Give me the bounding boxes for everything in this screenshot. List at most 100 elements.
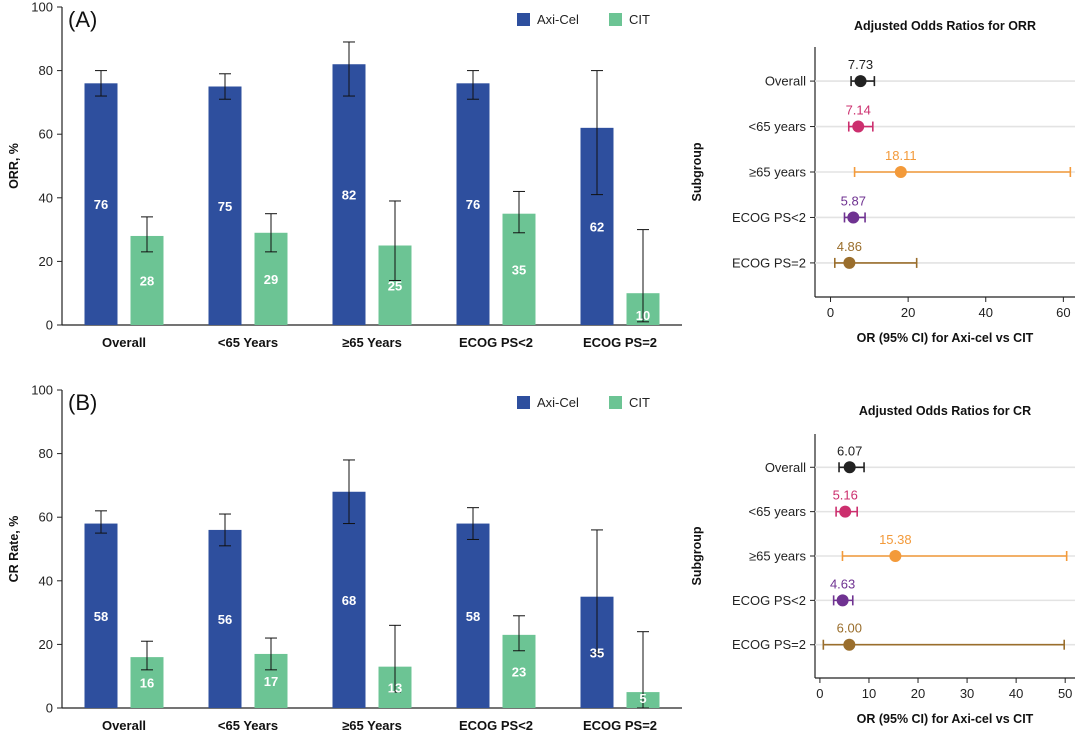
bar-value-label: 56 [218, 612, 232, 627]
bar-value-label: 17 [264, 674, 278, 689]
x-tick-label: 20 [911, 686, 925, 701]
y-tick-label: 0 [46, 318, 53, 333]
legend-label-axicel: Axi-Cel [537, 12, 579, 27]
odds-ratio-point [852, 120, 865, 133]
bar-value-label: 68 [342, 593, 356, 608]
x-category-label: ≥65 Years [342, 718, 402, 733]
bar-axicel [208, 86, 242, 325]
odds-ratio-label: 18.11 [885, 148, 917, 163]
bar-value-label: 5 [639, 691, 646, 706]
x-axis-label: OR (95% CI) for Axi-cel vs CIT [857, 712, 1034, 726]
bar-chart-panel: 0 20 40 60 80 100 CR Rate, % (B) Axi-Cel CIT 58 16 O… [7, 383, 682, 733]
odds-ratio-label: 6.07 [837, 443, 862, 458]
odds-ratio-point [889, 550, 902, 562]
legend-swatch-cit [609, 13, 622, 26]
bar-axicel [84, 83, 118, 325]
bar-value-label: 76 [466, 197, 480, 212]
bar-value-label: 75 [218, 199, 232, 214]
odds-ratio-label: 7.14 [846, 103, 871, 118]
subgroup-label: ECOG PS=2 [732, 637, 806, 652]
bar-axicel [208, 529, 242, 708]
odds-ratio-label: 6.00 [837, 621, 862, 636]
x-category-label: Overall [102, 335, 146, 350]
odds-ratio-point [843, 638, 856, 651]
bar-axicel [332, 64, 366, 326]
legend-label-cit: CIT [629, 395, 650, 410]
y-axis-label: CR Rate, % [7, 516, 21, 583]
bar-value-label: 82 [342, 188, 356, 203]
legend-swatch-axicel [517, 13, 530, 26]
legend-label-axicel: Axi-Cel [537, 395, 579, 410]
subgroup-label: ≥65 years [749, 165, 806, 180]
x-tick-label: 20 [901, 305, 915, 320]
subgroup-label: ECOG PS<2 [732, 210, 806, 225]
odds-ratio-point [843, 461, 856, 474]
bar-value-label: 35 [590, 645, 604, 660]
odds-ratio-point [843, 256, 856, 269]
bar-chart-panel: 0 20 40 60 80 100 ORR, % (A) Axi-Cel CIT 76 28 Overa… [7, 0, 682, 350]
bar-value-label: 58 [94, 609, 108, 624]
x-category-label: ECOG PS<2 [459, 718, 533, 733]
bar-value-label: 23 [512, 664, 526, 679]
bar-value-label: 10 [636, 308, 650, 323]
subgroup-label: <65 years [749, 119, 807, 134]
odds-ratio-point [847, 211, 860, 224]
subgroup-label: <65 years [749, 504, 807, 519]
subgroup-label: ECOG PS=2 [732, 255, 806, 270]
y-tick-label: 60 [39, 127, 53, 142]
bar-value-label: 28 [140, 273, 154, 288]
x-category-label: ECOG PS=2 [583, 335, 657, 350]
legend-swatch-axicel [517, 396, 530, 409]
odds-ratio-label: 4.86 [837, 239, 862, 254]
bar-axicel [456, 83, 490, 325]
bar-value-label: 16 [140, 676, 154, 691]
y-tick-label: 20 [39, 637, 53, 652]
x-tick-label: 40 [1009, 686, 1023, 701]
bar-value-label: 58 [466, 609, 480, 624]
subgroup-label: ECOG PS<2 [732, 593, 806, 608]
bar-axicel [456, 523, 490, 708]
bar-value-label: 35 [512, 262, 526, 277]
x-tick-label: 0 [827, 305, 834, 320]
subgroup-label: Overall [765, 460, 806, 475]
y-tick-label: 20 [39, 254, 53, 269]
bar-value-label: 29 [264, 272, 278, 287]
x-category-label: <65 Years [218, 335, 278, 350]
x-category-label: <65 Years [218, 718, 278, 733]
odds-ratio-label: 7.73 [848, 57, 873, 72]
x-category-label: Overall [102, 718, 146, 733]
subgroup-label: Overall [765, 74, 806, 89]
forest-title: Adjusted Odds Ratios for CR [859, 404, 1031, 418]
x-tick-label: 60 [1056, 305, 1070, 320]
bar-value-label: 62 [590, 219, 604, 234]
x-category-label: ECOG PS=2 [583, 718, 657, 733]
bar-value-label: 13 [388, 680, 402, 695]
odds-ratio-point [894, 166, 907, 178]
y-tick-label: 40 [39, 190, 53, 205]
subgroup-label: ≥65 years [749, 549, 806, 564]
x-category-label: ≥65 Years [342, 335, 402, 350]
y-axis-label: Subgroup [690, 526, 704, 585]
odds-ratio-label: 15.38 [879, 532, 912, 547]
x-tick-label: 30 [960, 686, 974, 701]
bar-axicel [84, 523, 118, 708]
odds-ratio-point [839, 505, 852, 518]
bar-value-label: 76 [94, 197, 108, 212]
odds-ratio-label: 5.87 [841, 193, 866, 208]
odds-ratio-point [836, 594, 849, 607]
y-tick-label: 60 [39, 510, 53, 525]
x-axis-label: OR (95% CI) for Axi-cel vs CIT [857, 331, 1034, 345]
odds-ratio-point [854, 75, 867, 88]
legend-label-cit: CIT [629, 12, 650, 27]
forest-plot-panel: Adjusted Odds Ratios for ORR 0 20 40 60 OR (9… [690, 19, 1075, 345]
x-tick-label: 40 [979, 305, 993, 320]
forest-title: Adjusted Odds Ratios for ORR [854, 19, 1036, 33]
y-axis-label: ORR, % [7, 143, 21, 189]
y-tick-label: 100 [31, 0, 53, 15]
odds-ratio-label: 5.16 [833, 488, 858, 503]
panel-label: (B) [68, 390, 97, 415]
y-tick-label: 100 [31, 383, 53, 398]
y-tick-label: 80 [39, 446, 53, 461]
legend-swatch-cit [609, 396, 622, 409]
y-tick-label: 40 [39, 573, 53, 588]
